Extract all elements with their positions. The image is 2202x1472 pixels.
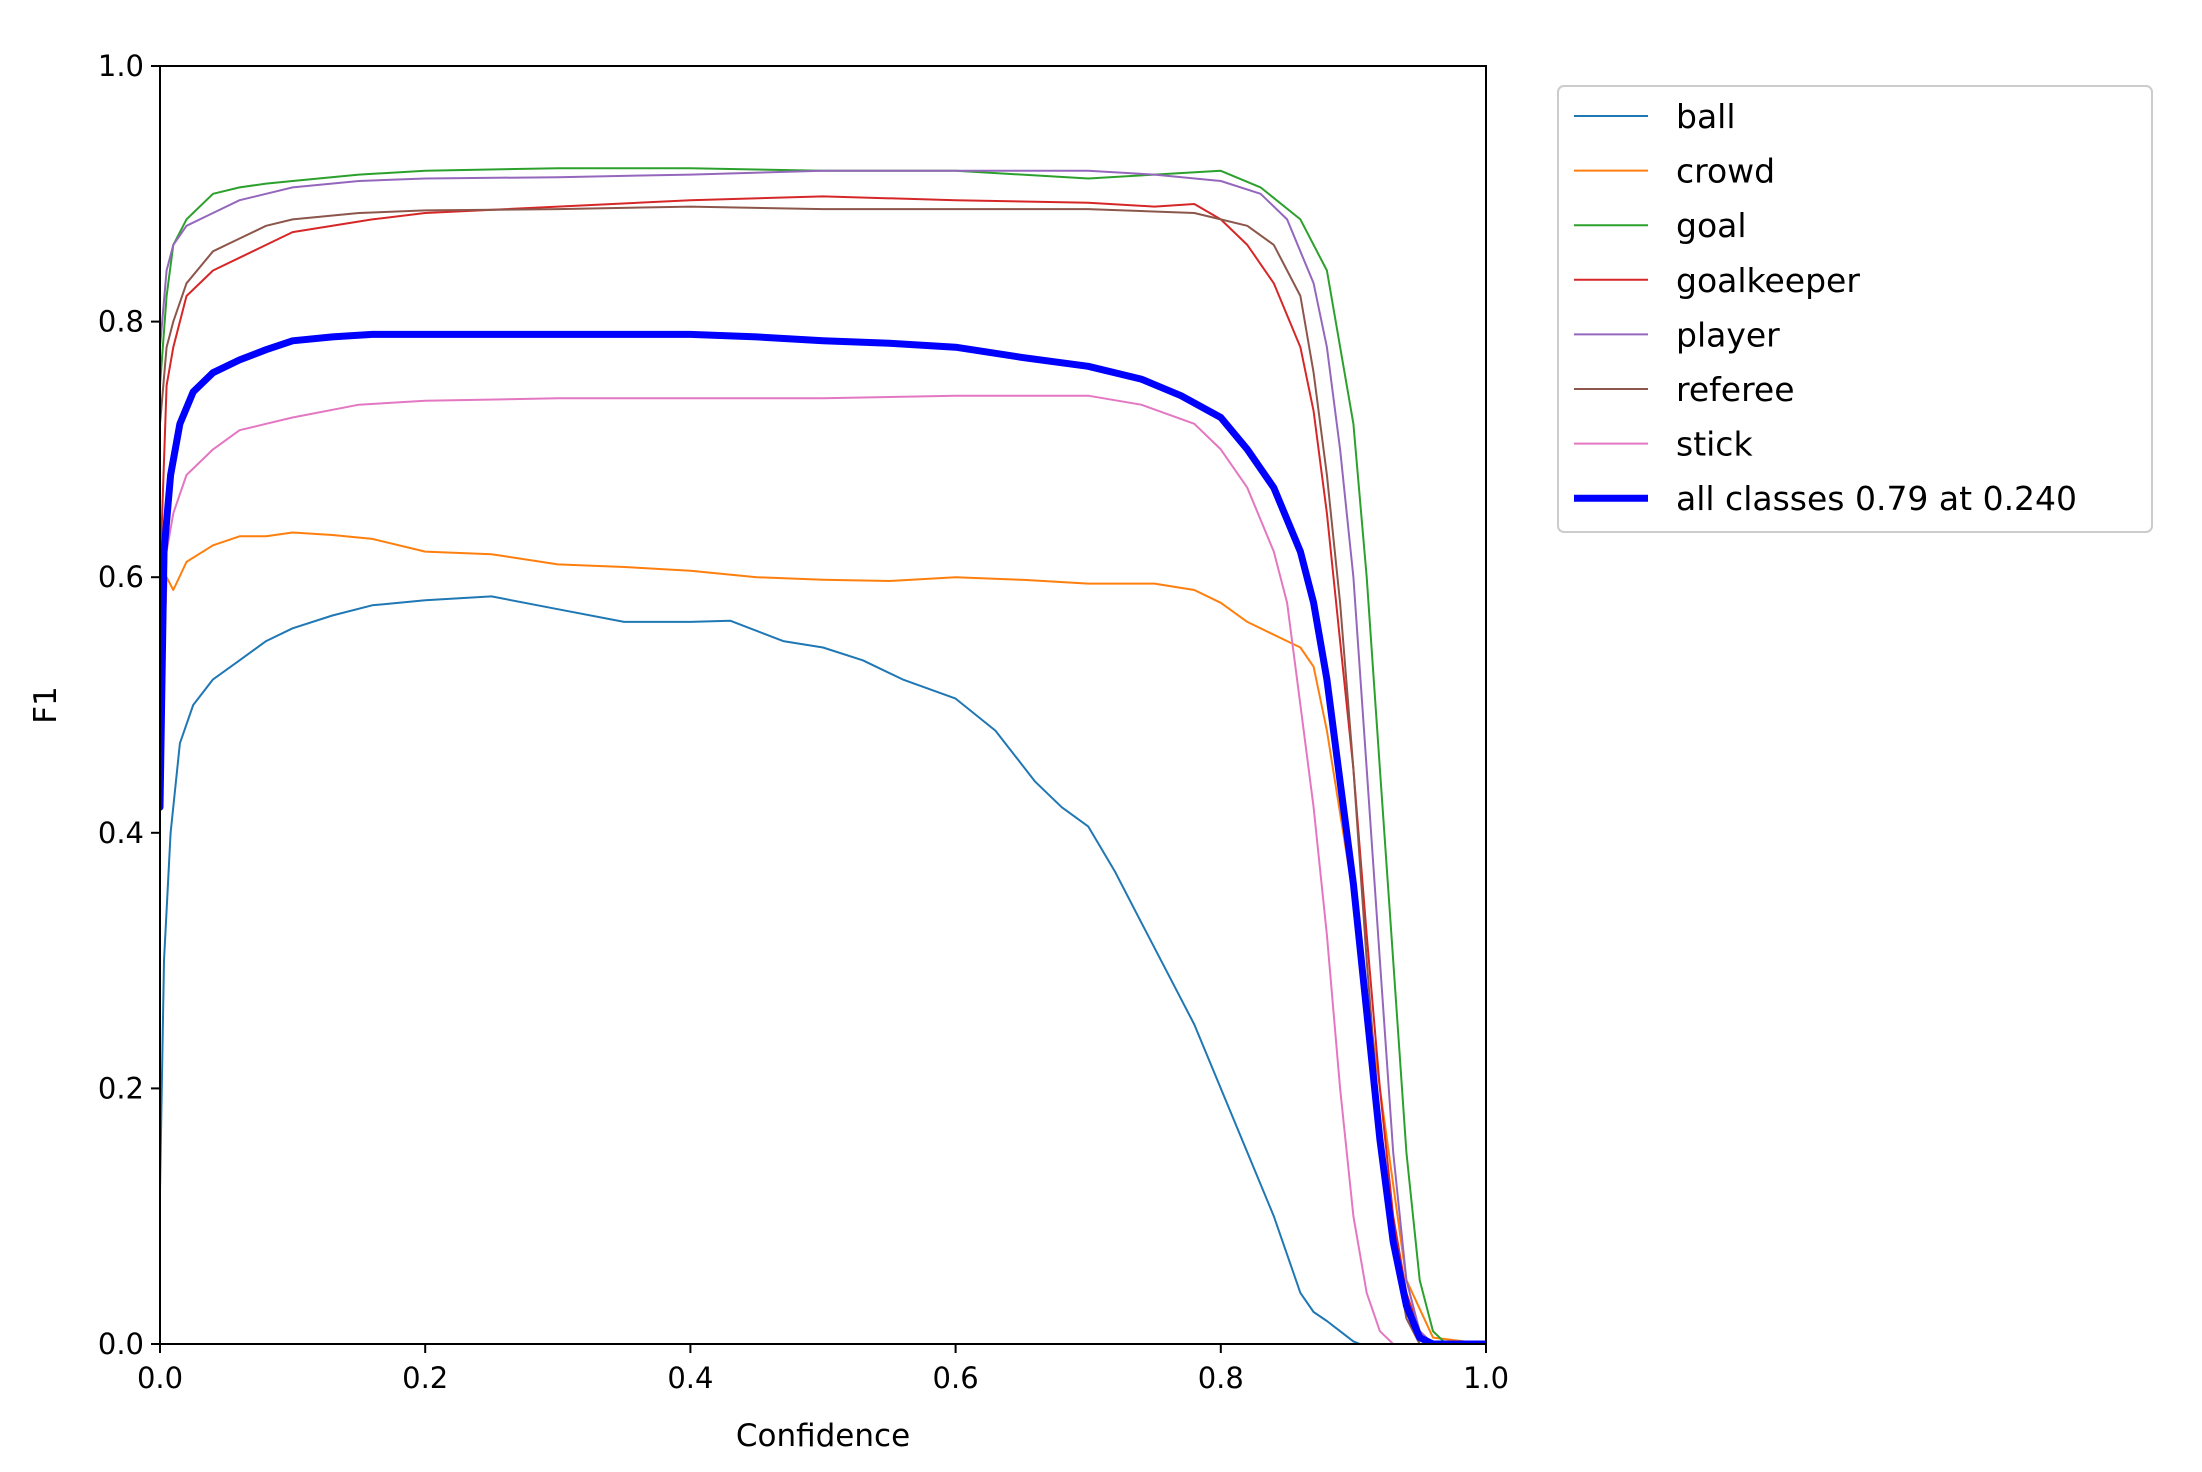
plot-frame <box>159 65 1487 1345</box>
series-line-0 <box>160 595 1486 1344</box>
legend: ball crowd goal goalkeeper player referee stic… <box>1557 85 2153 533</box>
y-tick-label: 0.8 <box>98 305 144 339</box>
series-layer <box>160 167 1486 1344</box>
series-line-4 <box>160 169 1486 1344</box>
y-tick-label: 1.0 <box>98 49 144 83</box>
legend-label-0: ball <box>1676 97 1736 136</box>
series-line-3 <box>160 195 1486 1344</box>
legend-label-5: referee <box>1676 370 1795 409</box>
y-tick-label: 0.0 <box>98 1327 144 1361</box>
x-tick-label: 0.4 <box>667 1361 713 1395</box>
legend-label-2: goal <box>1676 206 1747 245</box>
legend-label-1: crowd <box>1676 152 1775 191</box>
legend-label-7: all classes 0.79 at 0.240 <box>1676 479 2077 518</box>
series-line-2 <box>160 167 1486 1344</box>
x-tick-label: 1.0 <box>1463 1361 1509 1395</box>
y-axis: 0.0 0.2 0.4 0.6 0.8 1.0 <box>98 49 160 1361</box>
x-tick-label: 0.2 <box>402 1361 448 1395</box>
legend-label-6: stick <box>1676 425 1753 464</box>
legend-frame <box>1557 85 2153 533</box>
legend-label-3: goalkeeper <box>1676 261 1860 300</box>
y-tick-label: 0.4 <box>98 816 144 850</box>
series-line-6 <box>160 394 1486 1344</box>
series-line-1 <box>160 531 1486 1344</box>
y-axis-label: F1 <box>28 686 64 724</box>
x-tick-label: 0.0 <box>137 1361 183 1395</box>
x-axis: 0.0 0.2 0.4 0.6 0.8 1.0 <box>137 1344 1509 1395</box>
legend-label-4: player <box>1676 315 1780 354</box>
y-tick-label: 0.6 <box>98 560 144 594</box>
y-tick-label: 0.2 <box>98 1071 144 1105</box>
x-tick-label: 0.6 <box>933 1361 979 1395</box>
x-axis-label: Confidence <box>736 1418 910 1454</box>
x-tick-label: 0.8 <box>1198 1361 1244 1395</box>
series-line-7 <box>160 330 1486 1344</box>
series-line-5 <box>160 205 1486 1344</box>
